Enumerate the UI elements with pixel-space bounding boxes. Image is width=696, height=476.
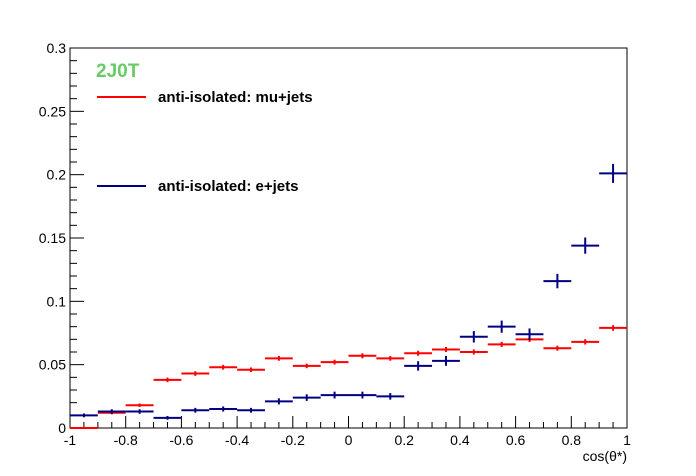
x-tick-label: 0	[345, 432, 353, 448]
data-point	[237, 367, 265, 373]
data-series	[70, 163, 627, 429]
data-point	[264, 355, 293, 361]
x-tick-label: -0.6	[169, 432, 193, 448]
y-tick-label: 0.05	[39, 357, 66, 373]
data-point	[70, 413, 98, 418]
data-point	[348, 391, 377, 399]
x-tick-label: -0.4	[225, 432, 249, 448]
data-point	[571, 339, 600, 345]
legend-label: anti-isolated: e+jets	[158, 178, 298, 195]
x-tick-label: -0.2	[281, 432, 305, 448]
y-tick-label: 0	[58, 420, 66, 436]
y-tick-label: 0.2	[47, 167, 67, 183]
x-tick-label: 1	[623, 432, 631, 448]
legend-label: anti-isolated: mu+jets	[158, 89, 313, 106]
data-point	[209, 364, 238, 370]
data-point	[404, 361, 433, 371]
x-axis-title: cos(θ*)	[583, 448, 627, 464]
data-point	[348, 353, 377, 359]
data-point	[181, 371, 210, 376]
data-point	[432, 346, 460, 352]
data-point	[237, 407, 265, 413]
data-point	[320, 359, 349, 365]
data-point	[264, 398, 293, 405]
data-point	[599, 325, 627, 331]
data-point	[153, 415, 182, 420]
data-point	[404, 350, 433, 356]
y-tick-label: 0.1	[47, 293, 67, 309]
data-point	[292, 394, 321, 401]
data-point	[376, 355, 405, 361]
data-point	[376, 393, 405, 400]
data-point	[432, 355, 460, 366]
data-point	[181, 407, 210, 413]
legend: anti-isolated: mu+jets anti-isolated: e+j…	[97, 89, 313, 195]
data-point	[70, 427, 98, 429]
series-1	[70, 325, 627, 429]
data-point	[543, 273, 572, 289]
data-point	[125, 403, 154, 407]
data-point	[292, 363, 321, 369]
data-point	[599, 163, 627, 183]
data-point	[571, 237, 600, 254]
x-tick-label: 0.4	[450, 432, 470, 448]
data-point	[125, 409, 154, 414]
legend-item-1: anti-isolated: mu+jets	[97, 89, 313, 106]
data-point	[487, 341, 516, 347]
data-point	[153, 377, 182, 383]
data-point	[320, 391, 349, 399]
x-tick-label: 0.8	[562, 432, 582, 448]
data-point	[487, 320, 516, 333]
legend-item-2: anti-isolated: e+jets	[97, 178, 298, 195]
y-tick-label: 0.3	[47, 40, 67, 56]
x-tick-label: 0.6	[506, 432, 526, 448]
data-point	[209, 406, 238, 412]
y-tick-label: 0.25	[39, 103, 66, 119]
data-point	[459, 331, 488, 343]
data-point	[459, 349, 488, 355]
x-tick-label: 0.2	[394, 432, 414, 448]
data-point	[543, 345, 572, 351]
data-point	[97, 409, 126, 414]
series-2	[70, 163, 627, 420]
x-axis: -1 -0.8 -0.6 -0.4 -0.2 0 0.2 0.4 0.6 0.8 1	[64, 416, 631, 448]
x-tick-label: -1	[64, 432, 77, 448]
data-point	[515, 328, 544, 341]
category-tag: 2J0T	[96, 61, 140, 82]
x-tick-label: -0.8	[114, 432, 138, 448]
y-tick-label: 0.15	[39, 230, 66, 246]
y-axis: 0 0.05 0.1 0.15 0.2 0.25 0.3	[39, 40, 84, 436]
